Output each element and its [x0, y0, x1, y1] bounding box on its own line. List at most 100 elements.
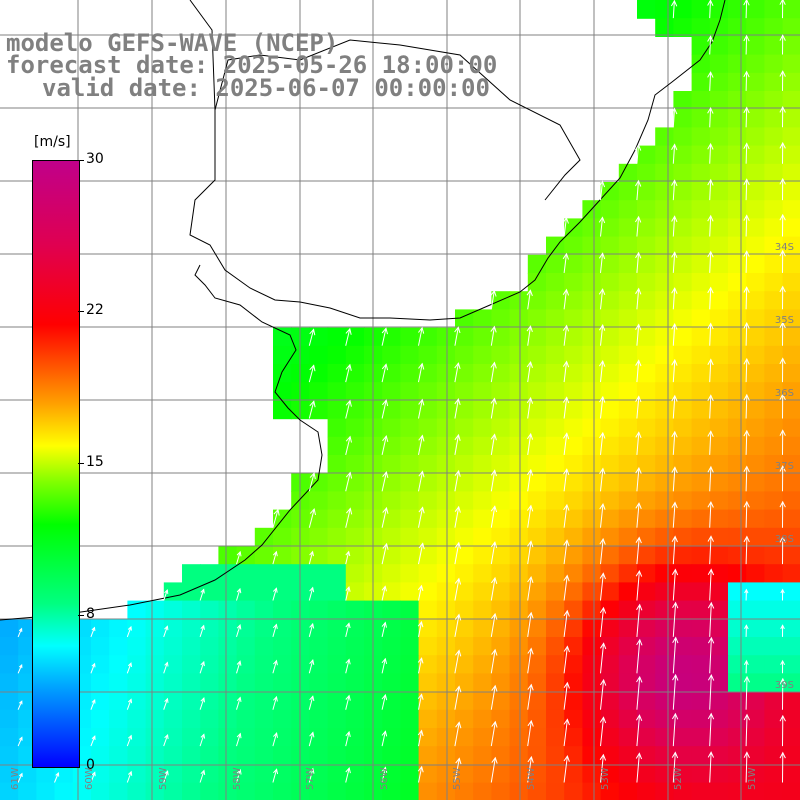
wind-cell — [673, 491, 693, 511]
lon-label: 55W — [452, 767, 463, 790]
wind-arrow — [634, 215, 642, 237]
wind-cell — [600, 782, 620, 800]
wind-cell — [0, 728, 19, 747]
wind-cell — [618, 673, 638, 693]
wind-arrow — [527, 540, 534, 565]
wind-cell — [600, 728, 620, 747]
wind-cell — [0, 655, 19, 674]
wind-arrow — [526, 468, 534, 492]
wind-cell — [400, 582, 420, 602]
wind-arrow — [527, 755, 534, 783]
wind-cell — [600, 200, 620, 219]
wind-arrow — [454, 398, 461, 419]
wind-cell — [436, 728, 456, 747]
wind-cell — [509, 564, 529, 583]
wind-cell — [582, 382, 602, 401]
wind-cell — [382, 728, 401, 747]
wind-cell — [618, 273, 638, 292]
wind-cell — [309, 764, 329, 784]
wind-cell — [637, 163, 656, 183]
wind-cell — [309, 782, 329, 800]
wind-cell — [582, 782, 602, 800]
wind-cell — [709, 254, 729, 274]
wind-cell — [564, 418, 583, 438]
wind-cell — [782, 418, 800, 438]
wind-cell — [546, 673, 565, 693]
wind-arrow — [308, 508, 316, 528]
wind-cell — [582, 600, 602, 620]
wind-arrow — [779, 285, 786, 310]
wind-cell — [764, 382, 784, 401]
wind-cell — [655, 473, 674, 492]
wind-cell — [291, 637, 310, 656]
wind-arrow — [163, 625, 169, 638]
wind-cell — [418, 655, 438, 674]
wind-cell — [491, 728, 511, 747]
wind-cell — [254, 764, 274, 784]
wind-cell — [218, 618, 238, 638]
wind-cell — [709, 382, 729, 401]
wind-cell — [291, 509, 310, 529]
wind-arrow — [707, 535, 714, 565]
border-line — [214, 39, 581, 201]
wind-cell — [728, 436, 747, 456]
wind-cell — [782, 236, 800, 256]
wind-cell — [546, 709, 565, 729]
wind-cell — [291, 546, 310, 565]
wind-arrow — [707, 601, 715, 637]
wind-cell — [709, 673, 729, 693]
wind-cell — [746, 291, 765, 310]
wind-cell — [600, 691, 620, 711]
wind-cell — [582, 509, 602, 529]
wind-cell — [637, 218, 656, 238]
wind-cell — [236, 673, 256, 693]
wind-arrow — [90, 626, 96, 638]
wind-arrow — [90, 771, 96, 783]
wind-cell — [655, 200, 674, 219]
wind-cell — [200, 764, 219, 784]
wind-cell — [491, 309, 511, 329]
wind-cell — [564, 764, 583, 784]
wind-cell — [455, 382, 474, 401]
wind-cell — [309, 600, 329, 620]
wind-arrow — [599, 716, 607, 747]
wind-arrow — [672, 673, 679, 710]
wind-cell — [728, 728, 747, 747]
wind-cell — [691, 218, 711, 238]
wind-cell — [618, 309, 638, 329]
wind-cell — [673, 145, 693, 165]
wind-cell — [400, 782, 420, 800]
wind-cell — [418, 382, 438, 401]
wind-arrow — [345, 471, 353, 492]
wind-cell — [728, 127, 747, 147]
wind-arrow — [308, 586, 315, 601]
wind-cell — [400, 709, 420, 729]
wind-arrow — [490, 756, 498, 783]
wind-cell — [709, 582, 729, 602]
wind-cell — [491, 618, 511, 638]
wind-cell — [527, 382, 547, 401]
wind-cell — [764, 163, 784, 183]
wind-cell — [546, 600, 565, 620]
wind-cell — [691, 455, 711, 474]
wind-cell — [109, 637, 128, 656]
colorbar-tick — [78, 463, 84, 464]
wind-cell — [91, 618, 110, 638]
wind-cell — [655, 127, 674, 147]
wind-arrow — [562, 252, 569, 273]
wind-arrow — [418, 470, 425, 492]
wind-arrow — [671, 430, 678, 455]
wind-arrow — [598, 323, 606, 346]
wind-cell — [782, 109, 800, 128]
wind-cell — [673, 655, 693, 674]
wind-cell — [709, 109, 729, 128]
wind-arrow — [599, 606, 607, 637]
wind-cell — [254, 600, 274, 620]
wind-arrow — [563, 503, 570, 528]
wind-cell — [527, 655, 547, 674]
wind-arrow — [199, 733, 206, 747]
wind-cell — [655, 764, 674, 784]
wind-cell — [509, 673, 529, 693]
wind-cell — [345, 709, 365, 729]
